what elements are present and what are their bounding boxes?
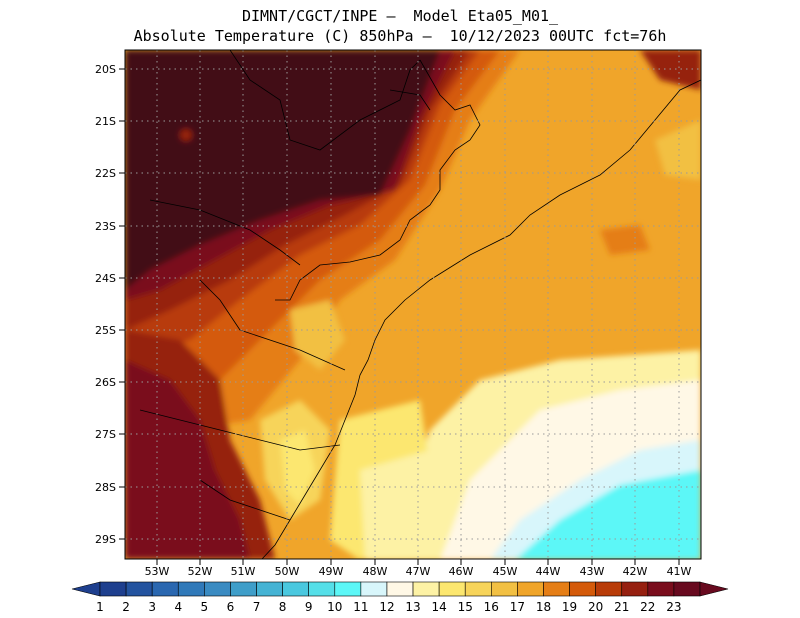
colorbar-swatch <box>464 581 492 597</box>
lon-label: 46W <box>449 565 474 578</box>
colorbar-swatch <box>177 581 205 597</box>
colorbar-label: 2 <box>122 600 130 614</box>
colorbar-swatch <box>673 581 701 597</box>
colorbar-swatch <box>308 581 336 597</box>
colorbar-label: 5 <box>201 600 209 614</box>
lon-label: 50W <box>275 565 300 578</box>
lat-label: 20S <box>95 63 116 76</box>
colorbar-swatch <box>517 581 544 597</box>
colorbar-label: 12 <box>379 600 394 614</box>
lon-label: 43W <box>580 565 605 578</box>
axis-ticks <box>119 68 680 565</box>
colorbar-label: 20 <box>588 600 603 614</box>
lat-label: 24S <box>95 272 116 285</box>
colorbar-label: 1 <box>96 600 104 614</box>
colorbar-swatch <box>543 581 570 597</box>
colorbar-swatch <box>621 581 649 597</box>
lon-label: 52W <box>188 565 213 578</box>
colorbar-swatch <box>647 581 675 597</box>
colorbar-label: 10 <box>327 600 342 614</box>
latitude-labels: 20S 21S 22S 23S 24S 25S 26S 27S 28S 29S <box>95 63 116 546</box>
colorbar-label: 16 <box>484 600 499 614</box>
colorbar-arrow-high <box>699 581 729 597</box>
lon-label: 51W <box>231 565 256 578</box>
lat-label: 21S <box>95 115 116 128</box>
colorbar-swatch <box>230 581 257 597</box>
colorbar-label: 19 <box>562 600 577 614</box>
colorbar-label: 3 <box>148 600 156 614</box>
colorbar-label: 11 <box>353 600 368 614</box>
lat-label: 25S <box>95 324 116 337</box>
map-frame <box>124 49 702 560</box>
colorbar-swatch <box>386 581 414 597</box>
colorbar-label: 21 <box>614 600 629 614</box>
colorbar-swatch <box>569 581 596 597</box>
colorbar-label: 6 <box>227 600 235 614</box>
colorbar-swatch <box>491 581 518 597</box>
lat-label: 22S <box>95 167 116 180</box>
lat-label: 29S <box>95 533 116 546</box>
temperature-field <box>125 50 701 559</box>
colorbar-label: 17 <box>510 600 525 614</box>
lon-label: 53W <box>145 565 170 578</box>
colorbar-swatch <box>204 581 231 597</box>
lon-label: 42W <box>623 565 648 578</box>
lat-label: 26S <box>95 376 116 389</box>
colorbar-label: 23 <box>666 600 681 614</box>
colorbar-label: 8 <box>279 600 287 614</box>
colorbar-swatch <box>334 581 362 597</box>
lon-label: 47W <box>406 565 431 578</box>
colorbar-swatch <box>99 581 127 597</box>
colorbar-swatch <box>412 581 440 597</box>
colorbar-swatch <box>256 581 283 597</box>
lat-label: 27S <box>95 428 116 441</box>
colorbar-swatch <box>360 581 388 597</box>
colorbar: 1 2 3 4 5 6 7 8 9 10 11 12 13 14 15 16 17 18 19 20 21 22 23 <box>71 581 729 614</box>
colorbar-swatch <box>151 581 179 597</box>
colorbar-label: 15 <box>458 600 473 614</box>
colorbar-label: 22 <box>640 600 655 614</box>
colorbar-swatch <box>125 581 153 597</box>
lat-label: 28S <box>95 481 116 494</box>
colorbar-swatch <box>595 581 623 597</box>
colorbar-label: 14 <box>431 600 446 614</box>
lon-label: 45W <box>493 565 518 578</box>
lon-label: 49W <box>319 565 344 578</box>
lon-label: 48W <box>363 565 388 578</box>
colorbar-label: 7 <box>253 600 261 614</box>
lat-label: 23S <box>95 220 116 233</box>
lon-label: 44W <box>536 565 561 578</box>
colorbar-arrow-low <box>71 581 101 597</box>
lon-label: 41W <box>667 565 692 578</box>
colorbar-swatch <box>282 581 309 597</box>
colorbar-label: 9 <box>305 600 313 614</box>
lat-lon-grid <box>125 50 701 559</box>
colorbar-label: 4 <box>174 600 182 614</box>
colorbar-swatch <box>438 581 466 597</box>
colorbar-label: 18 <box>536 600 551 614</box>
colorbar-label: 13 <box>405 600 420 614</box>
chart-title-line-1: DIMNT/CGCT/INPE — Model Eta05_M01_ <box>241 7 559 25</box>
chart-title-line-2: Absolute Temperature (C) 850hPa — 10/12/… <box>133 27 667 45</box>
longitude-labels: 53W 52W 51W 50W 49W 48W 47W 46W 45W 44W … <box>145 565 692 578</box>
